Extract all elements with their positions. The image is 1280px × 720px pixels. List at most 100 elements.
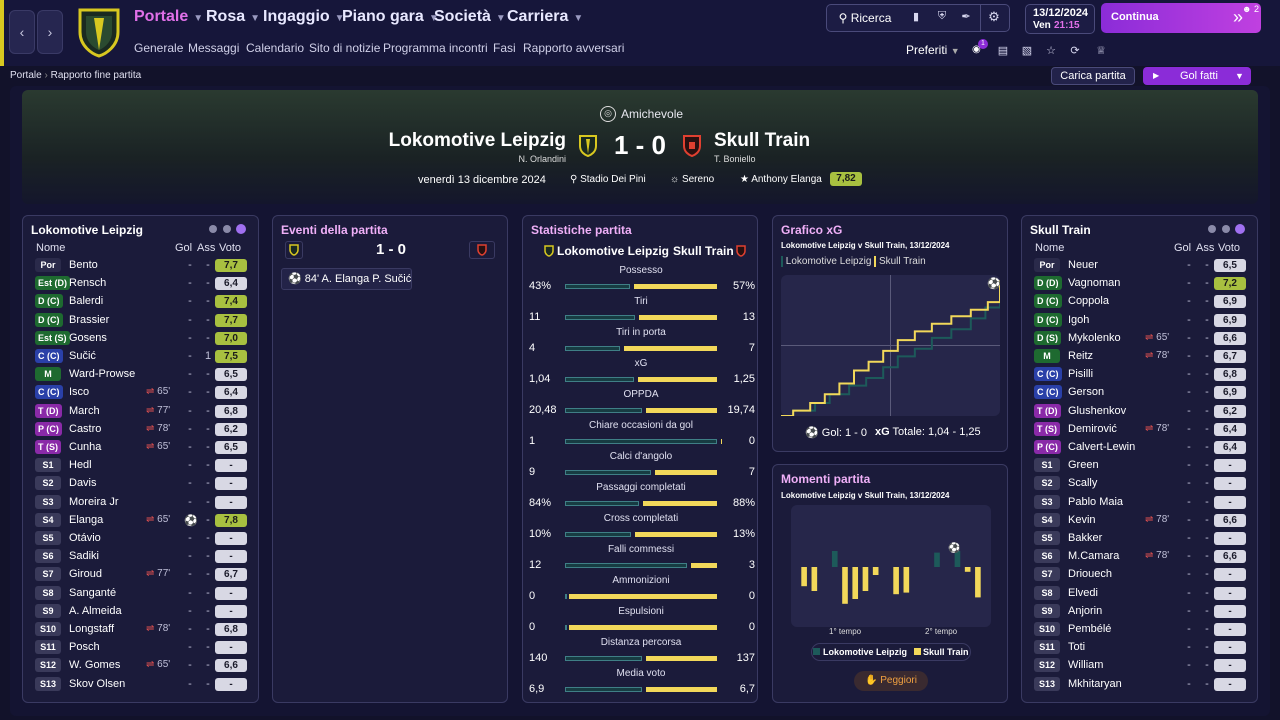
player-name[interactable]: W. Gomes <box>69 659 121 672</box>
player-row[interactable]: S10 Pembélé - - - <box>1030 621 1257 638</box>
player-name[interactable]: Elvedi <box>1068 586 1098 599</box>
home-team-name[interactable]: Lokomotive Leipzig <box>388 130 566 151</box>
player-name[interactable]: Green <box>1068 459 1099 472</box>
page-dot[interactable] <box>209 225 217 233</box>
player-row[interactable]: S1 Green - - - <box>1030 457 1257 474</box>
player-row[interactable]: S10 Longstaff ⇌ 78' - -6,8 <box>31 621 258 638</box>
player-name[interactable]: Glushenkov <box>1068 404 1127 417</box>
player-row[interactable]: S13 Mkhitaryan - - - <box>1030 676 1257 693</box>
player-row[interactable]: S11 Posch - - - <box>31 639 258 656</box>
player-name[interactable]: Moreira Jr <box>69 495 119 508</box>
player-name[interactable]: Vagnoman <box>1068 277 1121 290</box>
player-row[interactable]: S9 A. Almeida - - - <box>31 603 258 620</box>
load-match-button[interactable]: Carica partita <box>1051 67 1135 85</box>
goals-dropdown[interactable]: ▶ Gol fatti ▼ <box>1143 67 1251 85</box>
player-row[interactable]: S4 Kevin ⇌ 78' - -6,6 <box>1030 512 1257 529</box>
goal-event[interactable]: ⚽ 84' A. Elanga P. Sučić <box>281 268 412 290</box>
player-name[interactable]: Kevin <box>1068 513 1096 526</box>
player-name[interactable]: Neuer <box>1068 259 1098 271</box>
page-dot-active[interactable] <box>236 224 246 234</box>
player-row[interactable]: S8 Sanganté - - - <box>31 585 258 602</box>
player-name[interactable]: Bakker <box>1068 532 1103 544</box>
pen-icon[interactable]: ✒ <box>961 11 971 23</box>
shirt-icon[interactable]: ▤ <box>997 45 1009 57</box>
player-name[interactable]: Sadiki <box>69 550 99 563</box>
player-row[interactable]: Est (S) Gosens - -7,0 <box>31 330 258 347</box>
player-name[interactable]: Pablo Maia <box>1068 495 1124 508</box>
player-row[interactable]: S7 Driouech - - - <box>1030 566 1257 583</box>
player-row[interactable]: S9 Anjorin - - - <box>1030 603 1257 620</box>
page-dot[interactable] <box>1222 225 1230 233</box>
player-row[interactable]: S5 Otávio - - - <box>31 530 258 547</box>
gear-icon[interactable]: ⚙ <box>988 9 1000 24</box>
subnav-rapporto-avversari[interactable]: Rapporto avversari <box>523 41 625 55</box>
player-row[interactable]: D (C) Igoh - -6,9 <box>1030 312 1257 329</box>
player-row[interactable]: P (C) Castro ⇌ 78' - -6,2 <box>31 421 258 438</box>
player-name[interactable]: Pembélé <box>1068 623 1112 635</box>
player-name[interactable]: Ward-Prowse <box>69 368 136 381</box>
player-row[interactable]: Por Neuer - -6,5 <box>1030 257 1257 274</box>
page-dot[interactable] <box>223 225 231 233</box>
nav-societa[interactable]: Società ▼ <box>434 8 506 25</box>
player-row[interactable]: S13 Skov Olsen - - - <box>31 676 258 693</box>
player-name[interactable]: Posch <box>69 641 100 654</box>
player-name[interactable]: Longstaff <box>69 623 115 635</box>
xg-chart[interactable]: ⚽ <box>781 275 1000 416</box>
player-name[interactable]: Igoh <box>1068 313 1090 326</box>
player-name[interactable]: Rensch <box>69 277 107 290</box>
player-name[interactable]: Giroud <box>69 568 103 581</box>
player-row[interactable]: C (C) Sučić -1 7,5 <box>31 348 258 365</box>
player-row[interactable]: D (C) Balerdi - -7,4 <box>31 293 258 310</box>
club-crest-icon[interactable] <box>76 6 122 58</box>
nav-portale[interactable]: Portale ▼ <box>134 8 204 25</box>
player-name[interactable]: Coppola <box>1068 295 1109 308</box>
player-name[interactable]: Castro <box>69 422 102 435</box>
player-name[interactable]: Sučić <box>69 350 96 362</box>
player-name[interactable]: Mykolenko <box>1068 331 1121 344</box>
nav-ingaggio[interactable]: Ingaggio ▼ <box>263 8 345 25</box>
player-row[interactable]: D (S) Mykolenko ⇌ 65' - -6,6 <box>1030 330 1257 347</box>
subnav-calendario[interactable]: Calendario <box>246 41 305 55</box>
player-name[interactable]: Reitz <box>1068 350 1094 362</box>
player-name[interactable]: Anjorin <box>1068 604 1103 617</box>
player-row[interactable]: S7 Giroud ⇌ 77' - -6,7 <box>31 566 258 583</box>
player-name[interactable]: Mkhitaryan <box>1068 677 1122 690</box>
trophy-icon[interactable]: ♕ <box>1096 45 1106 57</box>
breadcrumb-portale[interactable]: Portale <box>10 70 42 81</box>
subnav-sito-notizie[interactable]: Sito di notizie <box>309 41 381 55</box>
player-row[interactable]: S2 Davis - - - <box>31 475 258 492</box>
player-row[interactable]: S11 Toti - - - <box>1030 639 1257 656</box>
player-row[interactable]: D (D) Vagnoman - -7,2 <box>1030 275 1257 292</box>
player-row[interactable]: S12 W. Gomes ⇌ 65' - -6,6 <box>31 657 258 674</box>
forward-button[interactable]: › <box>37 10 63 54</box>
player-row[interactable]: S1 Hedl - - - <box>31 457 258 474</box>
player-row[interactable]: M Ward-Prowse - -6,5 <box>31 366 258 383</box>
shield-icon[interactable]: ⛨ <box>937 10 947 22</box>
player-row[interactable]: C (C) Isco ⇌ 65' - -6,4 <box>31 384 258 401</box>
player-row[interactable]: C (C) Pisilli - -6,8 <box>1030 366 1257 383</box>
subnav-messaggi[interactable]: Messaggi <box>188 41 240 55</box>
player-name[interactable]: Sanganté <box>69 586 117 599</box>
player-row[interactable]: S12 William - - - <box>1030 657 1257 674</box>
player-name[interactable]: Skov Olsen <box>69 677 126 690</box>
page-dot[interactable] <box>1208 225 1216 233</box>
back-button[interactable]: ‹ <box>9 10 35 54</box>
search-button[interactable]: ⚲ Ricerca <box>838 11 892 25</box>
player-row[interactable]: S3 Pablo Maia - - - <box>1030 494 1257 511</box>
player-row[interactable]: S4 Elanga ⇌ 65' ⚽ -7,8 <box>31 512 258 529</box>
player-row[interactable]: S2 Scally - - - <box>1030 475 1257 492</box>
player-name[interactable]: William <box>1068 659 1104 672</box>
player-name[interactable]: Demirović <box>1068 422 1117 435</box>
refresh-icon[interactable]: ⟳ <box>1070 45 1080 57</box>
player-name[interactable]: Gerson <box>1068 386 1105 399</box>
player-name[interactable]: Bento <box>69 259 98 271</box>
player-row[interactable]: D (C) Coppola - -6,9 <box>1030 293 1257 310</box>
nav-piano-gara[interactable]: Piano gara ▼ <box>342 8 439 25</box>
bookmark-icon[interactable]: ▮ <box>912 11 920 23</box>
player-name[interactable]: Scally <box>1068 477 1098 490</box>
player-row[interactable]: T (S) Cunha ⇌ 65' - -6,5 <box>31 439 258 456</box>
player-row[interactable]: S6 Sadiki - - - <box>31 548 258 565</box>
player-name[interactable]: Elanga <box>69 513 104 526</box>
player-row[interactable]: Est (D) Rensch - -6,4 <box>31 275 258 292</box>
player-name[interactable]: Pisilli <box>1068 368 1094 381</box>
